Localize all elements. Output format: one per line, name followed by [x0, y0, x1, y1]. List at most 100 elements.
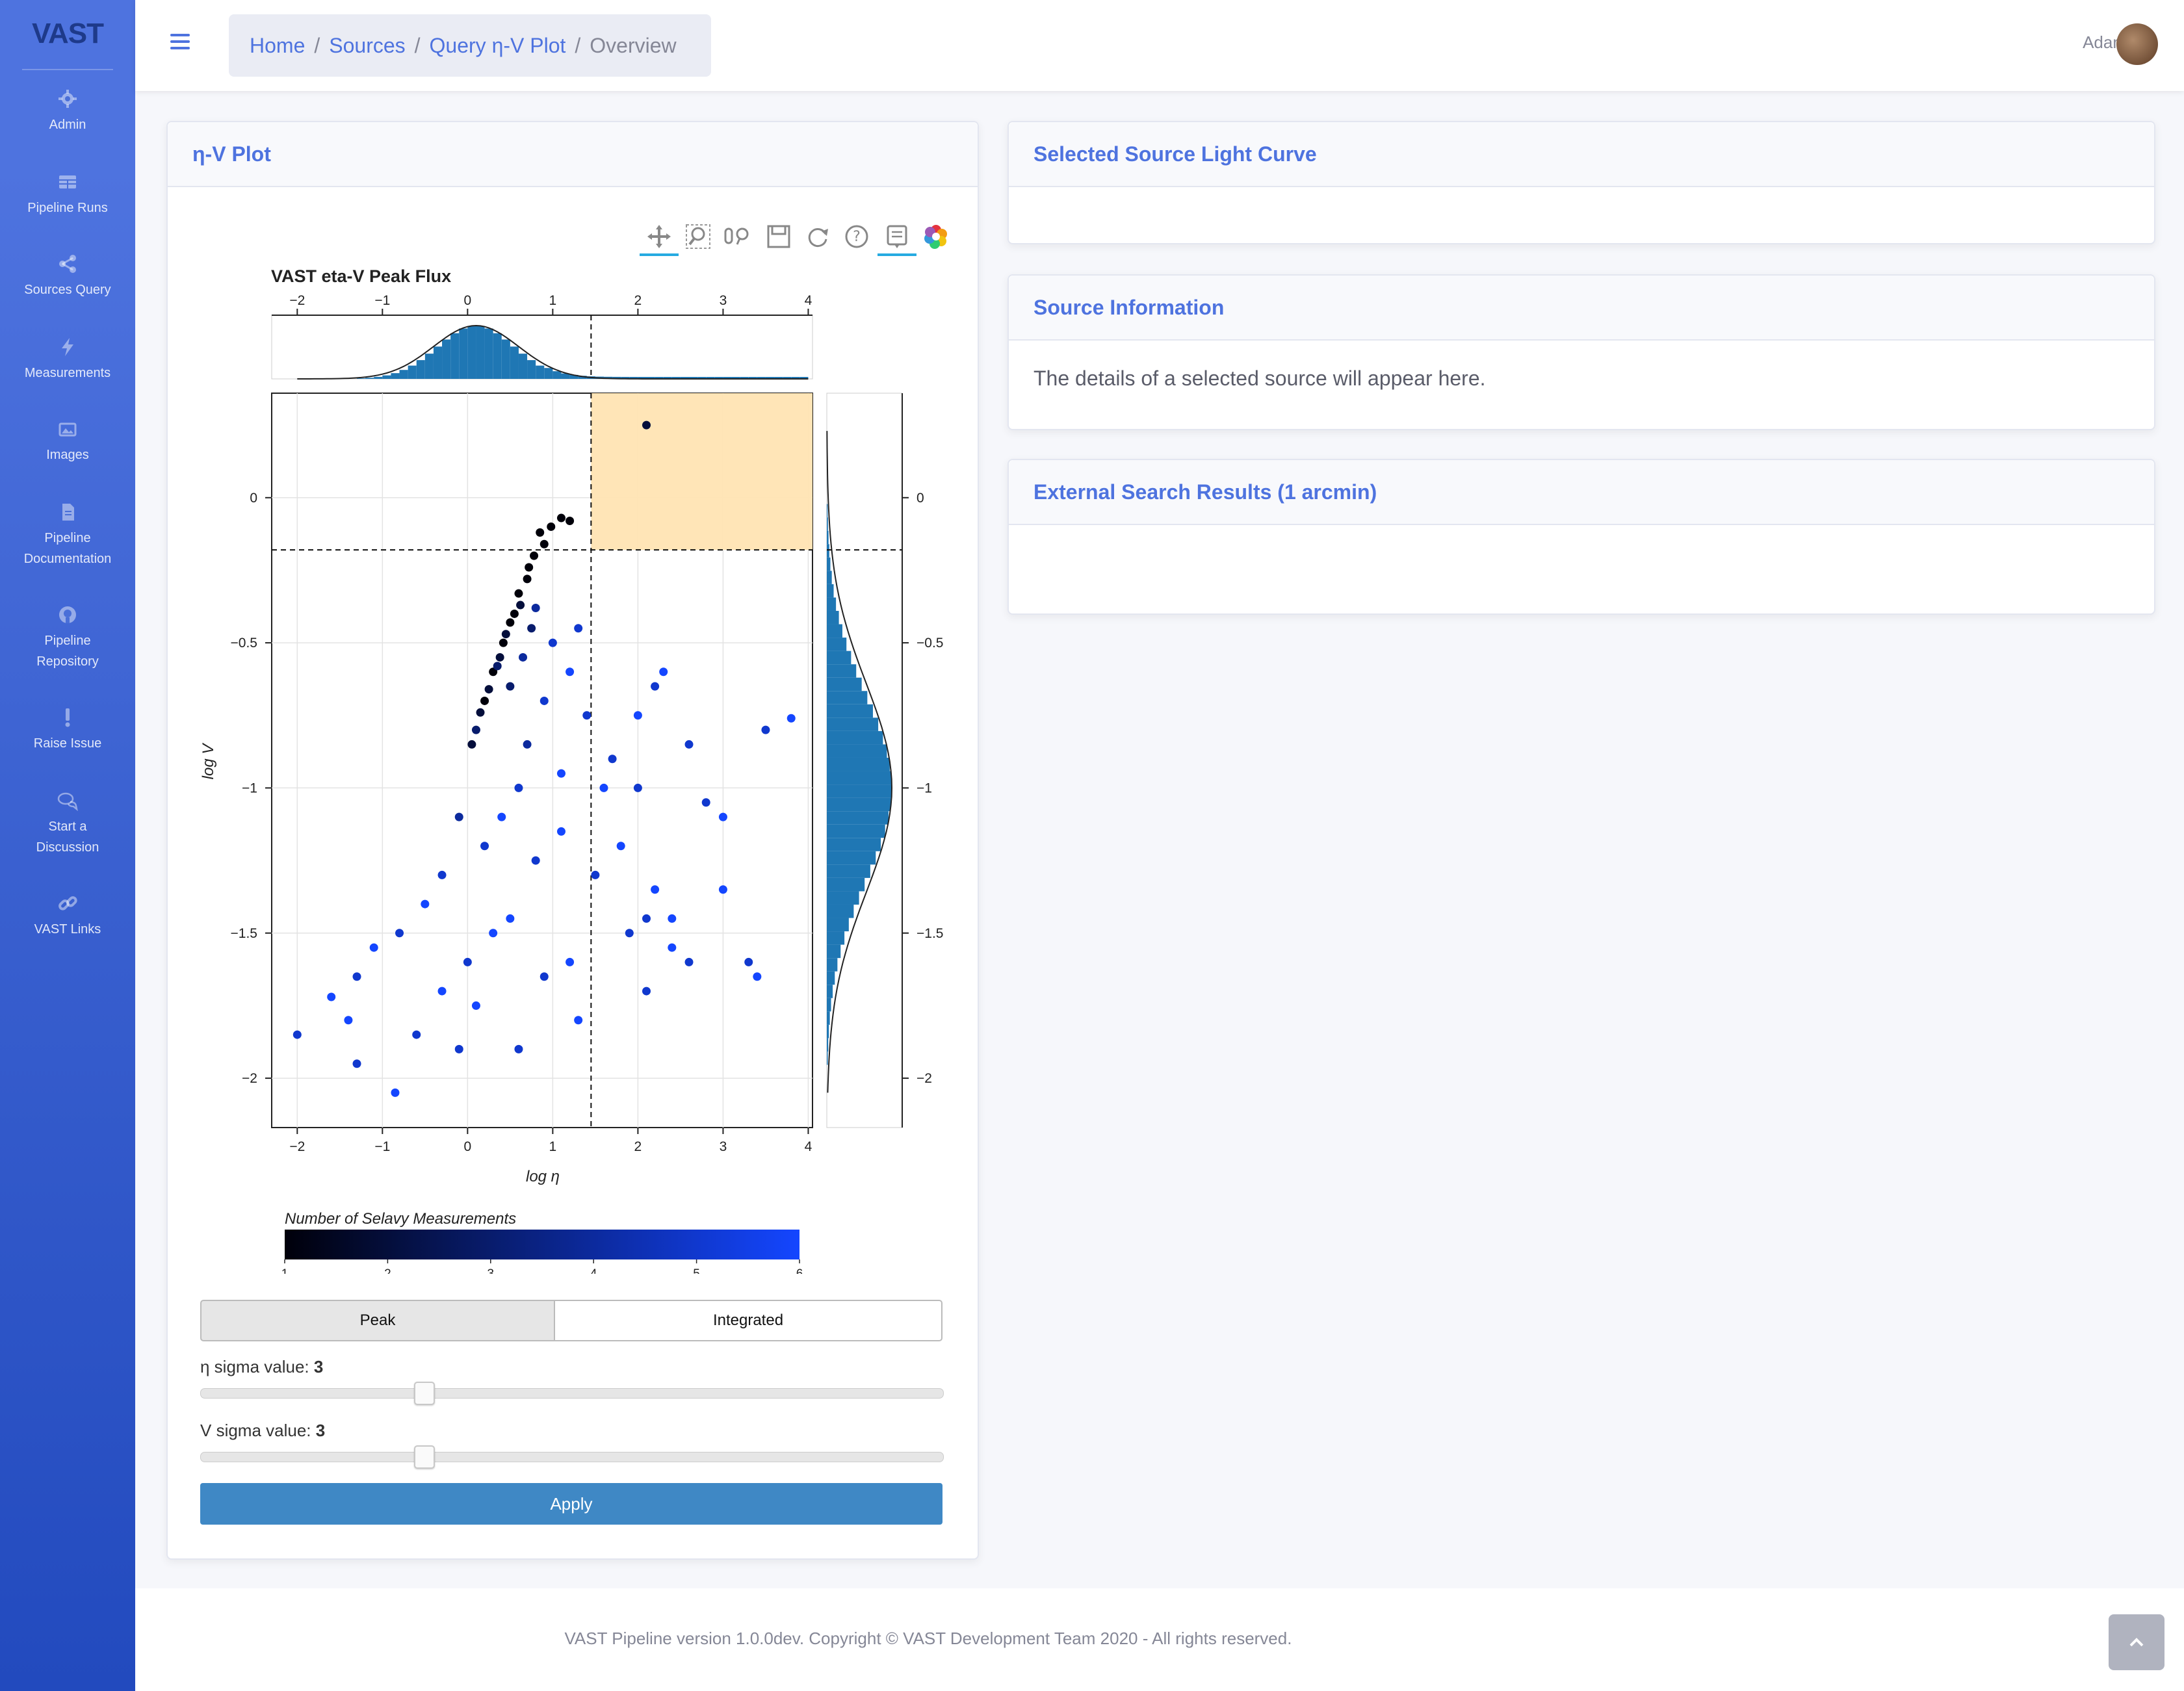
top-hist-bar	[552, 371, 562, 379]
top-hist-bar	[382, 375, 391, 379]
file-icon	[62, 504, 74, 521]
save-icon[interactable]	[763, 221, 794, 252]
integrated-toggle-button[interactable]: Integrated	[554, 1300, 942, 1341]
sidebar-item-sources-query[interactable]: Sources Query	[0, 253, 135, 300]
colorbar-tick-label: 2	[384, 1267, 391, 1274]
chevron-up-icon	[2129, 1638, 2144, 1647]
scatter-point	[556, 513, 566, 523]
scatter-point	[582, 711, 592, 720]
source-info-card: Source Information The details of a sele…	[1008, 274, 2155, 430]
top-hist-bar	[697, 377, 707, 379]
sidebar-divider	[22, 69, 113, 70]
eta-sigma-slider[interactable]	[200, 1388, 944, 1399]
sidebar-item-vast-links[interactable]: VAST Links	[0, 893, 135, 940]
top-hist-bar	[484, 328, 493, 379]
scatter-point	[395, 929, 404, 938]
comments-icon	[57, 792, 78, 811]
right-hist-bar	[827, 664, 857, 678]
scatter-point	[489, 929, 498, 938]
scatter-point	[616, 842, 625, 851]
right-hist-bar	[827, 730, 883, 745]
top-hist-bar	[365, 378, 374, 379]
sidebar-item-images[interactable]: Images	[0, 419, 135, 465]
right-hist-bar	[827, 971, 835, 985]
scatter-point	[527, 624, 536, 633]
scatter-point	[352, 972, 361, 981]
wheel-zoom-icon[interactable]	[723, 221, 754, 252]
avatar[interactable]	[2116, 23, 2158, 65]
top-x-tick-label: 4	[805, 293, 812, 308]
breadcrumb-separator: /	[414, 33, 421, 57]
eta-sigma-value: 3	[313, 1357, 324, 1376]
top-x-tick-label: 3	[720, 293, 727, 308]
eta-sigma-handle[interactable]	[413, 1382, 435, 1405]
scroll-to-top-button[interactable]	[2109, 1614, 2164, 1670]
apply-button[interactable]: Apply	[200, 1483, 942, 1525]
breadcrumb-sources[interactable]: Sources	[329, 33, 406, 57]
scatter-point	[495, 652, 504, 662]
scatter-point	[471, 1001, 480, 1010]
v-sigma-slider[interactable]	[200, 1452, 944, 1462]
top-hist-bar	[706, 377, 715, 379]
scatter-point	[540, 539, 549, 549]
breadcrumb-home[interactable]: Home	[250, 33, 306, 57]
right-hist-bar	[827, 944, 841, 959]
right-hist-bar	[827, 744, 887, 758]
hover-icon[interactable]	[881, 221, 913, 252]
top-x-tick-label: 2	[634, 293, 642, 308]
sidebar-item-label: Images	[46, 448, 89, 462]
sidebar-item-pipeline-runs[interactable]: Pipeline Runs	[0, 172, 135, 218]
sidebar-item-start-discussion[interactable]: Start a Discussion	[0, 790, 135, 858]
scatter-point	[651, 885, 660, 894]
help-icon[interactable]: ?	[841, 221, 872, 252]
right-hist-bar	[827, 1024, 829, 1039]
box-zoom-icon[interactable]	[682, 221, 714, 252]
scatter-point	[525, 563, 534, 572]
sidebar-item-raise-issue[interactable]: Raise Issue	[0, 707, 135, 754]
scatter-point	[642, 987, 651, 996]
top-hist-bar	[510, 346, 519, 379]
right-hist-bar	[827, 517, 828, 531]
scatter-point	[327, 992, 336, 1001]
peak-toggle-button[interactable]: Peak	[200, 1300, 555, 1341]
sidebar-item-pipeline-documentation[interactable]: Pipeline Documentation	[0, 502, 135, 569]
x-axis-label: log η	[526, 1168, 560, 1185]
right-hist-bar	[827, 838, 881, 851]
top-hist-bar	[518, 354, 528, 379]
pan-tool-icon[interactable]	[644, 221, 675, 252]
breadcrumb-query[interactable]: Query η-V Plot	[429, 33, 566, 57]
sidebar-item-admin[interactable]: Admin	[0, 88, 135, 135]
right-hist-curve	[826, 431, 893, 1093]
right-y-tick-label: −2	[916, 1071, 932, 1086]
scatter-point	[548, 638, 557, 647]
x-tick-label: 4	[805, 1139, 812, 1154]
reset-icon[interactable]	[802, 221, 833, 252]
top-hist-bar	[374, 376, 383, 379]
top-hist-bar	[765, 377, 775, 379]
top-x-tick-label: 0	[464, 293, 472, 308]
x-tick-label: −2	[289, 1139, 305, 1154]
scatter-point	[642, 914, 651, 923]
scatter-point	[516, 600, 525, 610]
scatter-point	[642, 420, 651, 430]
scatter-point	[514, 1044, 523, 1053]
right-hist-bar	[827, 998, 831, 1012]
top-hist-bar	[774, 377, 783, 379]
right-hist-bar	[827, 811, 889, 825]
v-sigma-handle[interactable]	[413, 1445, 435, 1469]
sidebar-item-measurements[interactable]: Measurements	[0, 337, 135, 383]
scatter-point	[633, 783, 642, 792]
vast-logo[interactable]: VAST	[0, 0, 135, 68]
candidate-region	[591, 393, 812, 550]
scatter-point	[753, 972, 762, 981]
menu-toggle-icon[interactable]	[170, 32, 190, 51]
colorbar-tick-label: 3	[488, 1267, 495, 1274]
top-hist-bar	[408, 365, 417, 379]
colorbar-tick-label: 5	[693, 1267, 700, 1274]
scatter-point	[523, 740, 532, 749]
scatter-point	[344, 1016, 353, 1025]
eta-v-chart[interactable]: VAST eta-V Peak Flux log η log V Number …	[188, 260, 956, 1274]
bokeh-logo-icon[interactable]	[920, 221, 952, 252]
y-tick-label: 0	[250, 491, 257, 506]
sidebar-item-pipeline-repository[interactable]: Pipeline Repository	[0, 604, 135, 672]
